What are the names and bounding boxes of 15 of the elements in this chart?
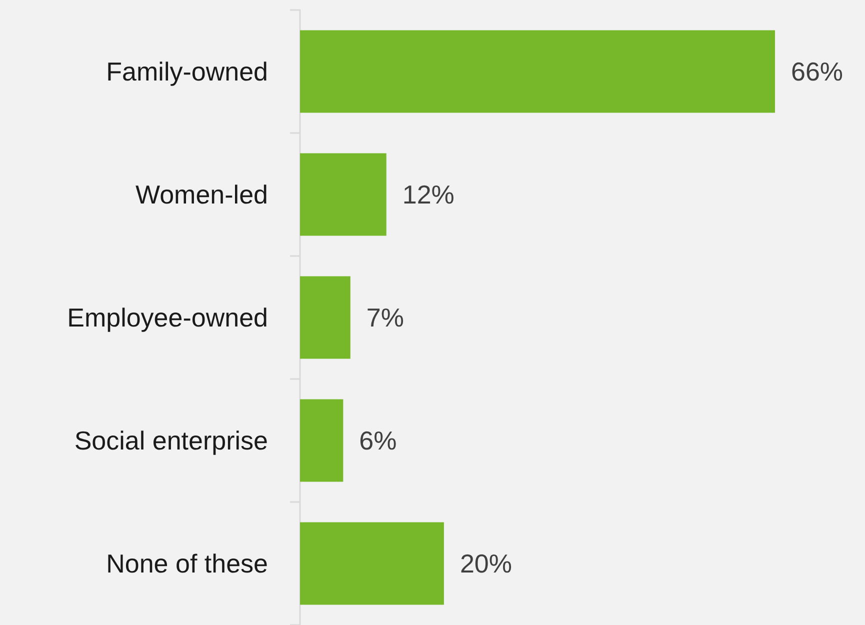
y-tick-label: Employee-owned (67, 302, 268, 332)
y-tick-label: Women-led (136, 180, 268, 210)
data-label: 20% (460, 548, 512, 578)
data-label: 6% (359, 426, 397, 456)
bar (300, 399, 344, 482)
y-tick-label: Social enterprise (74, 426, 268, 456)
bar (300, 153, 386, 236)
data-label: 7% (366, 302, 404, 332)
data-label: 66% (791, 56, 844, 86)
bar (300, 30, 775, 113)
bar (300, 522, 444, 605)
data-label: 12% (402, 180, 454, 210)
y-tick-label: None of these (106, 548, 268, 578)
y-tick-label: Family-owned (106, 56, 268, 86)
bar (300, 276, 350, 359)
